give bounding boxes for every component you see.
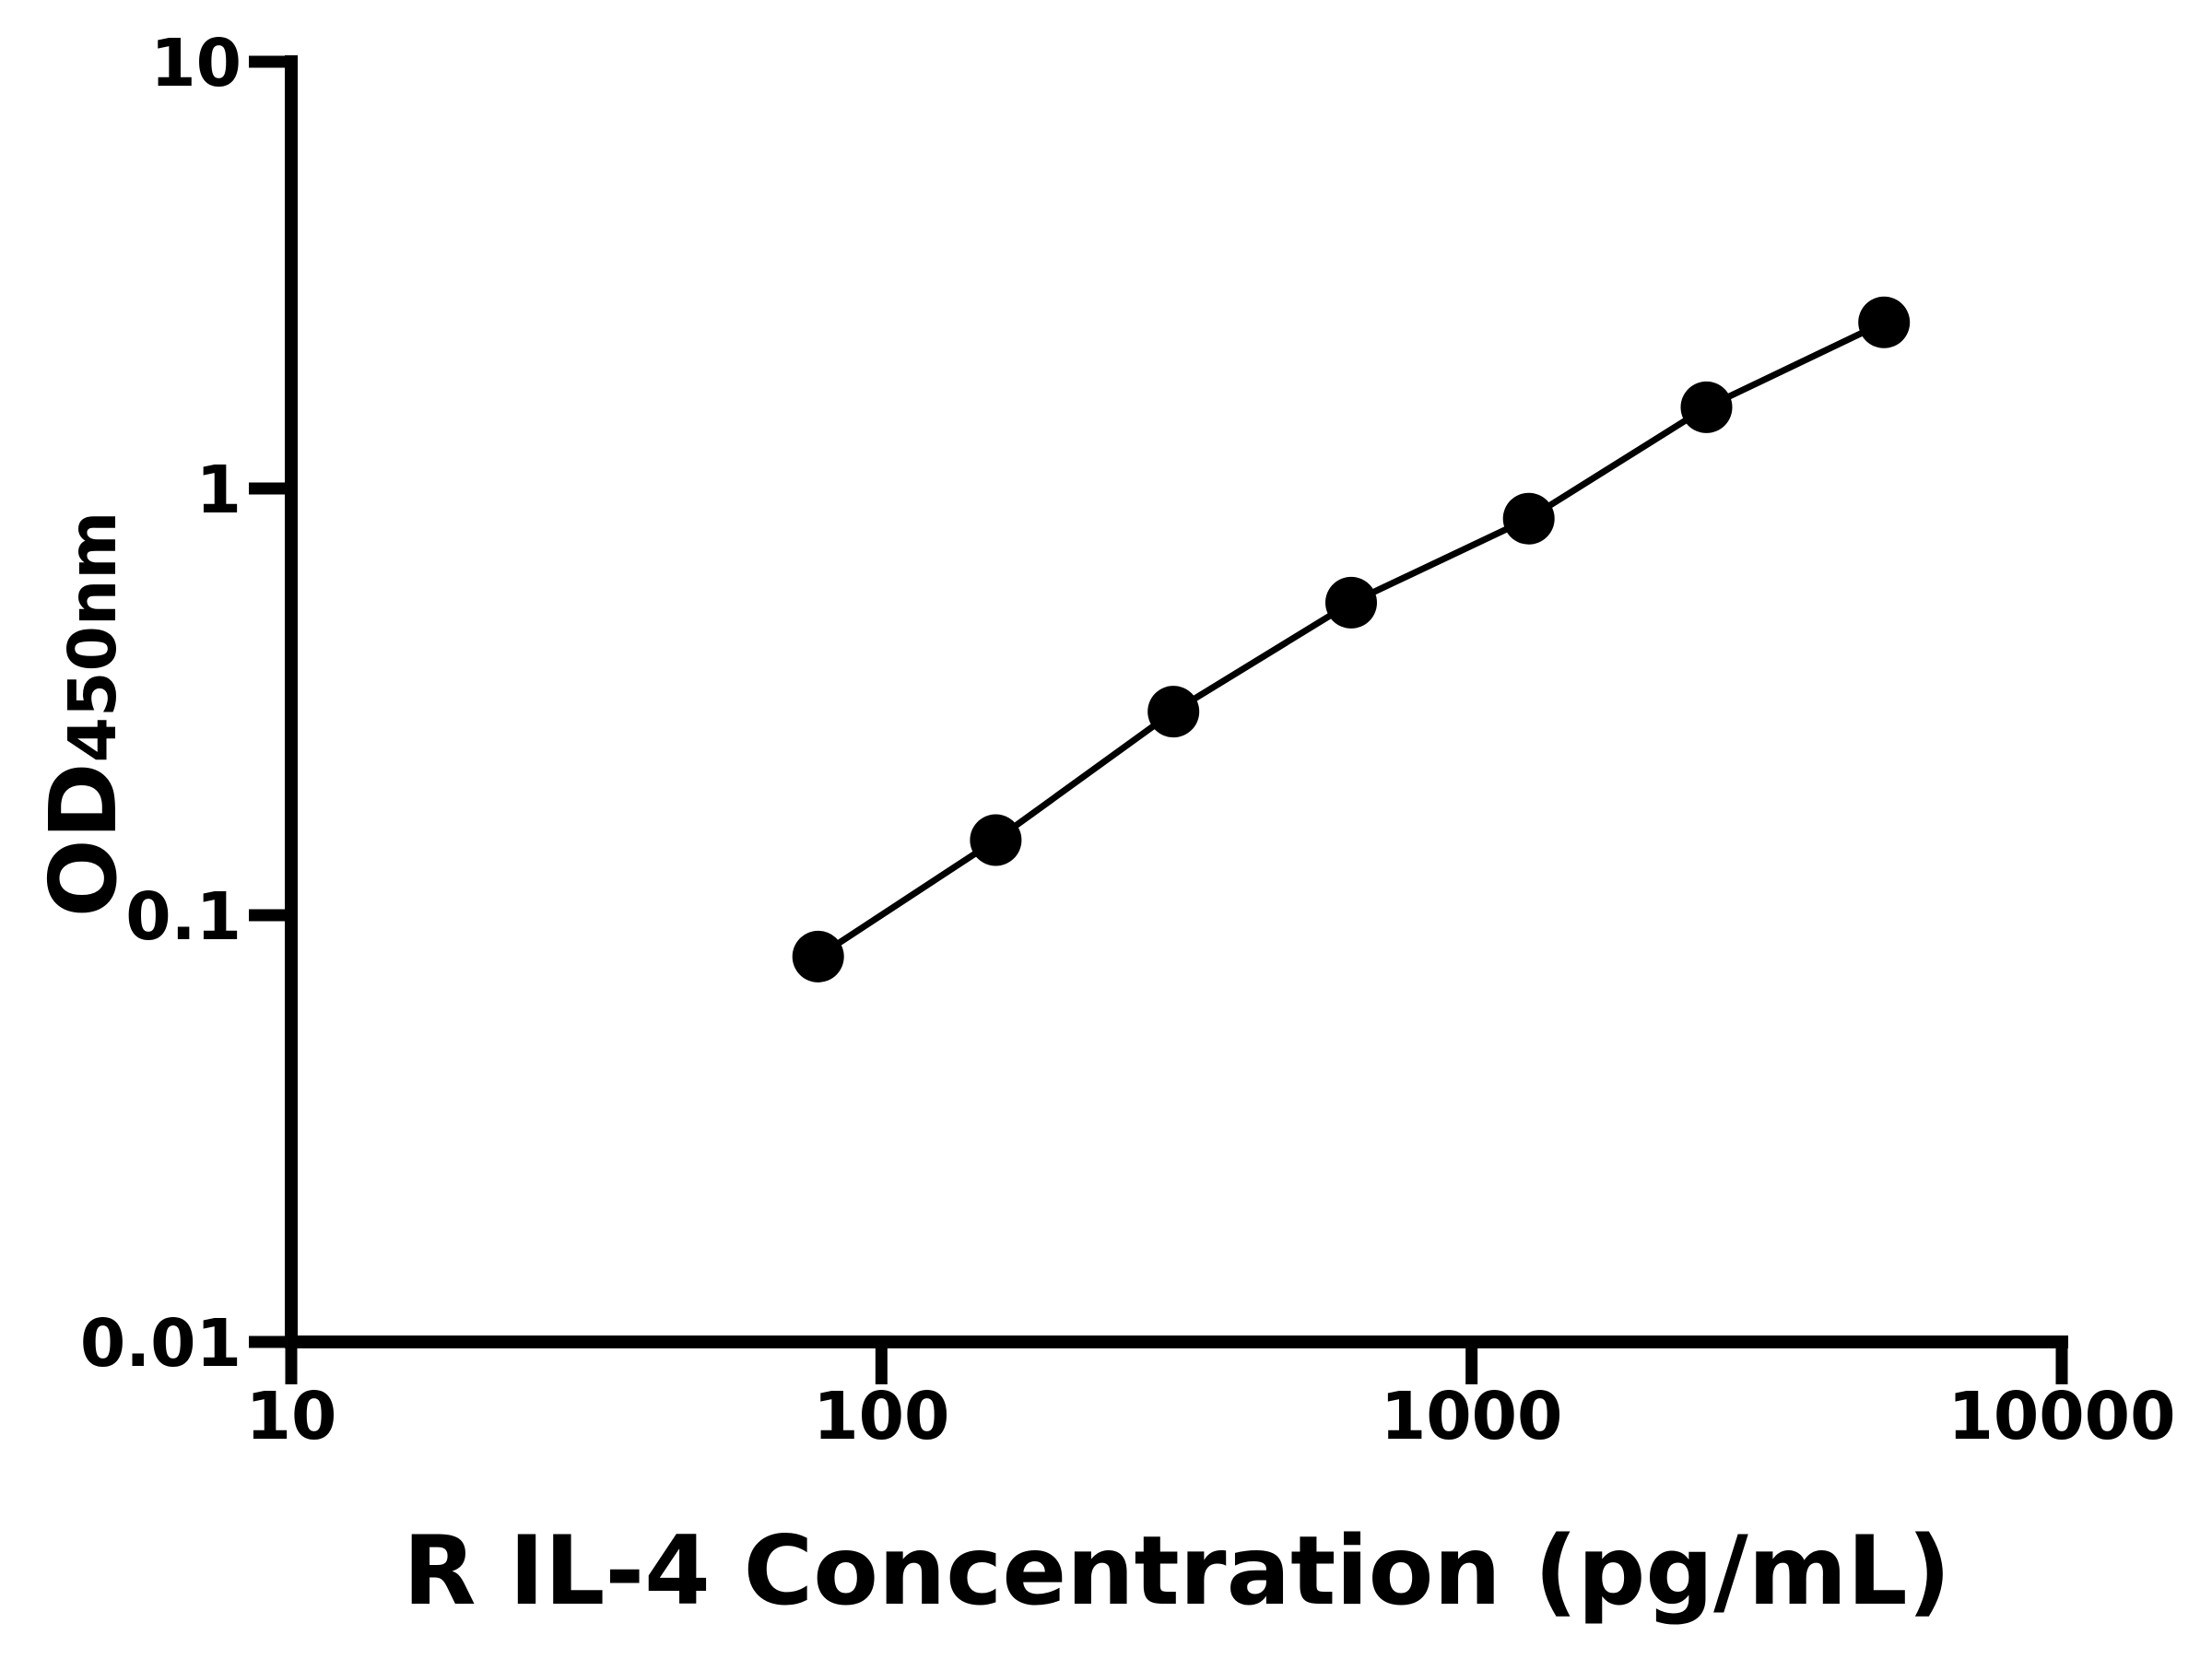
x-axis-title: R IL-4 Concentration (pg/mL): [403, 1516, 1951, 1627]
data-point-2: [970, 814, 1022, 866]
x-tick-label: 1000: [1381, 1378, 1563, 1454]
data-point-4: [1325, 576, 1377, 629]
y-axis-title-main: OD: [29, 762, 137, 917]
y-tick-label: 0.01: [80, 1305, 241, 1382]
data-point-6: [1680, 381, 1733, 433]
x-tick-label: 10000: [1947, 1378, 2175, 1454]
y-axis-title-subscript: 450nm: [54, 512, 131, 763]
data-point-1: [792, 930, 844, 982]
x-tick-label: 100: [813, 1378, 949, 1454]
data-point-3: [1147, 686, 1200, 738]
y-tick-label: 10: [150, 25, 241, 101]
y-axis-title: OD450nm: [29, 512, 137, 918]
y-tick-label: 1: [196, 452, 241, 528]
plot-area: 10 100 1000 10000 10 1 0.1 0.01: [80, 25, 2176, 1454]
data-point-7: [1858, 296, 1911, 348]
x-tick-label: 10: [246, 1378, 337, 1454]
y-tick-label: 0.1: [125, 878, 241, 955]
data-point-5: [1502, 492, 1555, 545]
